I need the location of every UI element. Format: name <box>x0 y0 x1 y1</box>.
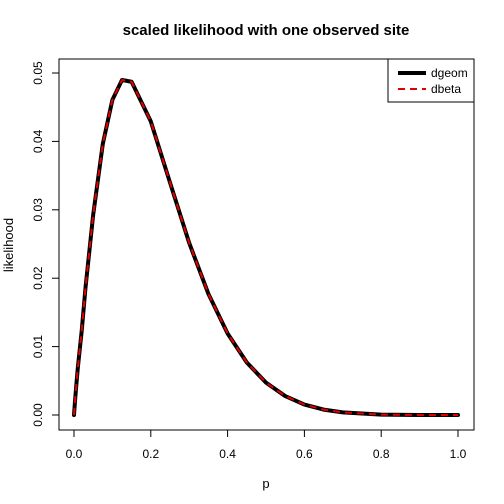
legend-box <box>387 58 475 103</box>
x-tick-label: 0.6 <box>296 447 313 461</box>
legend: dgeom dbeta <box>387 58 475 103</box>
legend-label-dbeta: dbeta <box>431 82 461 96</box>
y-tick-label: 0.03 <box>31 198 45 222</box>
y-tick-label: 0.04 <box>31 129 45 153</box>
x-tick-label: 0.8 <box>373 447 390 461</box>
x-axis-label: p <box>262 476 269 491</box>
y-axis: 0.00 0.01 0.02 0.03 0.04 0.05 <box>31 61 60 427</box>
x-tick-label: 0.4 <box>219 447 236 461</box>
legend-label-dgeom: dgeom <box>431 66 468 80</box>
series-layer <box>72 77 460 417</box>
x-axis: 0.0 0.2 0.4 0.6 0.8 1.0 <box>66 429 467 461</box>
x-tick-label: 0.2 <box>142 447 159 461</box>
y-axis-label: likelihood <box>1 218 16 272</box>
y-tick-label: 0.01 <box>31 335 45 359</box>
x-tick-label: 1.0 <box>450 447 467 461</box>
plot-frame <box>58 58 475 431</box>
series-line-dgeom <box>72 77 460 417</box>
series-line-dbeta <box>73 78 459 416</box>
y-tick-label: 0.05 <box>31 61 45 85</box>
y-tick-label: 0.00 <box>31 403 45 427</box>
chart-title: scaled likelihood with one observed site <box>123 22 410 39</box>
x-tick-label: 0.0 <box>66 447 83 461</box>
y-tick-label: 0.02 <box>31 266 45 290</box>
